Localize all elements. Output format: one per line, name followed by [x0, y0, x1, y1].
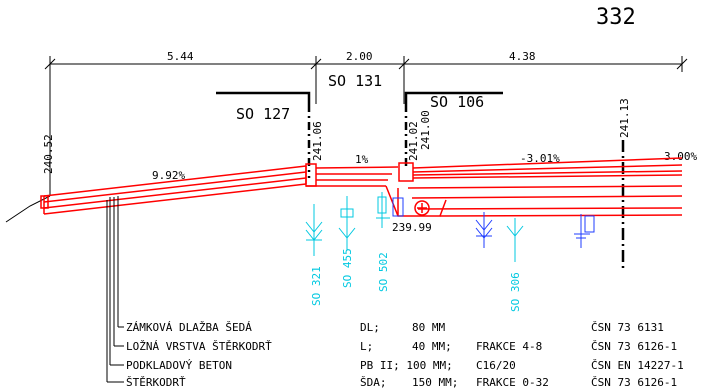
layer-value: 150 MM; [412, 376, 458, 389]
utility-blue-symbol-left [475, 212, 493, 248]
dimension-left: 5.44 [167, 50, 194, 63]
layer-row: LOŽNÁ VRSTVA ŠTĚRKODRŤ L; 40 MM; FRAKCE … [126, 340, 677, 353]
layer-standard: ČSN 73 6126-1 [591, 340, 677, 353]
layer-standard: ČSN 73 6126-1 [591, 376, 677, 389]
label-so-131: SO 131 [328, 72, 382, 90]
utility-so-455-symbol [338, 196, 356, 250]
left-curb [305, 163, 317, 187]
layer-extra: FRAKCE 4-8 [476, 340, 542, 353]
layer-spec: PB II; 100 MM; [360, 359, 453, 372]
layer-row: PODKLADOVÝ BETON PB II; 100 MM; C16/20 Č… [126, 359, 684, 372]
boundary-so-127 [216, 91, 311, 104]
layer-spec: DL; [360, 321, 380, 334]
boundary-so-106 [404, 91, 503, 104]
elevation-right-curb-low: 241.00 [419, 110, 432, 150]
layer-spec: ŠDA; [360, 376, 387, 389]
dimension-middle: 2.00 [346, 50, 373, 63]
slope-left: 9.92% [152, 169, 185, 182]
elevation-right-axis: 241.13 [618, 98, 631, 138]
elevation-inlet-bottom: 239.99 [392, 221, 432, 234]
utility-so-502-symbol [376, 192, 390, 228]
dimension-line [44, 56, 688, 196]
layer-extra: C16/20 [476, 359, 516, 372]
layer-table: ZÁMKOVÁ DLAŽBA ŠEDÁ DL; 80 MM ČSN 73 613… [126, 321, 684, 389]
layer-name: PODKLADOVÝ BETON [126, 359, 232, 372]
layer-name: ZÁMKOVÁ DLAŽBA ŠEDÁ [126, 321, 252, 334]
layer-standard: ČSN EN 14227-1 [591, 359, 684, 372]
utility-label-so-306: SO 306 [509, 272, 522, 312]
layer-name: ŠTĚRKODRŤ [126, 376, 186, 389]
slope-far-right: 3.00% [664, 150, 697, 163]
utility-label-so-502: SO 502 [377, 252, 390, 292]
layer-value: 40 MM; [412, 340, 452, 353]
utility-blue-symbol-right [574, 214, 595, 248]
sheet-number: 332 [596, 5, 636, 30]
layer-extra: FRAKCE 0-32 [476, 376, 549, 389]
middle-pavement-layers [315, 166, 399, 187]
slope-middle: 1% [355, 153, 369, 166]
layer-spec: L; [360, 340, 373, 353]
elevation-left-curb: 241.06 [311, 121, 324, 161]
utility-so-306-symbol [506, 218, 524, 262]
layer-name: LOŽNÁ VRSTVA ŠTĚRKODRŤ [126, 340, 272, 353]
layer-standard: ČSN 73 6131 [591, 321, 664, 334]
layer-row: ŠTĚRKODRŤ ŠDA; 150 MM; FRAKCE 0-32 ČSN 7… [126, 376, 677, 389]
layer-value: 80 MM [412, 321, 445, 334]
elevation-right-curb-top: 241.02 [407, 121, 420, 161]
label-so-127: SO 127 [236, 105, 290, 123]
utility-label-so-321: SO 321 [310, 266, 323, 306]
right-pavement-layers [407, 157, 683, 217]
dimension-right: 4.38 [509, 50, 536, 63]
utility-label-so-455: SO 455 [341, 248, 354, 288]
utility-so-321-symbol [305, 204, 323, 256]
elevation-left-edge: 240.52 [42, 134, 55, 174]
slope-right: -3.01% [520, 152, 560, 165]
left-pavement-layers [40, 165, 307, 215]
blue-inlet-detail [392, 197, 404, 217]
layer-row: ZÁMKOVÁ DLAŽBA ŠEDÁ DL; 80 MM ČSN 73 613… [126, 321, 664, 334]
label-so-106: SO 106 [430, 93, 484, 111]
layer-leaders [106, 196, 124, 383]
